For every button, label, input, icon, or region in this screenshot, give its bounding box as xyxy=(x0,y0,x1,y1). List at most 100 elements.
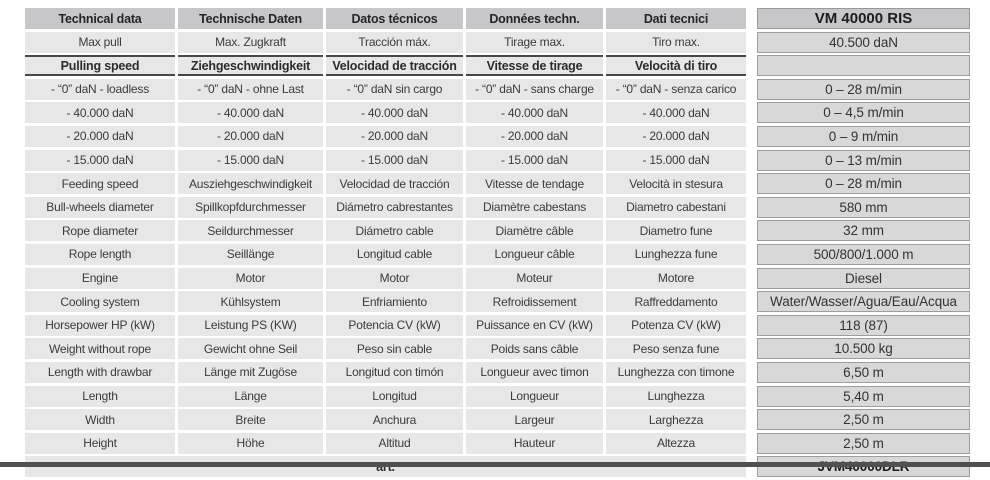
label-fr: Diamètre câble xyxy=(466,220,603,242)
value-cell: 32 mm xyxy=(757,220,970,242)
label-fr: Largeur xyxy=(466,409,603,431)
label-de: Seildurchmesser xyxy=(178,220,323,242)
table-row: Feeding speed Ausziehgeschwindigkeit Vel… xyxy=(25,173,970,195)
table-row: Horsepower HP (kW) Leistung PS (KW) Pote… xyxy=(25,314,970,336)
label-de: Seillänge xyxy=(178,243,323,265)
label-es: Longitud con timón xyxy=(326,361,463,383)
label-es: Longitud xyxy=(326,385,463,407)
label-it: Altezza xyxy=(606,432,746,454)
value-cell: 2,50 m xyxy=(757,432,970,454)
label-en: Cooling system xyxy=(25,291,175,313)
label-de: Ausziehgeschwindigkeit xyxy=(178,173,323,195)
label-en: Weight without rope xyxy=(25,338,175,360)
label-en: Bull-wheels diameter xyxy=(25,196,175,218)
table-row: Width Breite Anchura Largeur Larghezza 2… xyxy=(25,409,970,431)
label-en: Length xyxy=(25,385,175,407)
label-fr: - 20.000 daN xyxy=(466,125,603,147)
label-fr: Longueur avec timon xyxy=(466,361,603,383)
label-it: Raffreddamento xyxy=(606,291,746,313)
label-fr: - 15.000 daN xyxy=(466,149,603,171)
table-row: Length Länge Longitud Longueur Lunghezza… xyxy=(25,385,970,407)
label-es: - 40.000 daN xyxy=(326,102,463,124)
label-fr: Hauteur xyxy=(466,432,603,454)
label-en: Rope length xyxy=(25,243,175,265)
label-en: - “0” daN - loadless xyxy=(25,78,175,100)
table-body: Max pull Max. Zugkraft Tracción máx. Tir… xyxy=(25,31,970,454)
label-de: - 20.000 daN xyxy=(178,125,323,147)
spec-table: Technical data Technische Daten Datos té… xyxy=(25,8,970,480)
table-row: Bull-wheels diameter Spillkopfdurchmesse… xyxy=(25,196,970,218)
label-de: Leistung PS (KW) xyxy=(178,314,323,336)
table-row: - “0” daN - loadless - “0” daN - ohne La… xyxy=(25,78,970,100)
label-it: Velocità di tiro xyxy=(606,55,746,77)
value-cell: 0 – 28 m/min xyxy=(757,78,970,100)
label-fr: - 40.000 daN xyxy=(466,102,603,124)
label-es: - 20.000 daN xyxy=(326,125,463,147)
value-cell: Diesel xyxy=(757,267,970,289)
label-it: Lunghezza con timone xyxy=(606,361,746,383)
label-de: Kühlsystem xyxy=(178,291,323,313)
label-fr: - “0” daN - sans charge xyxy=(466,78,603,100)
value-cell: 2,50 m xyxy=(757,409,970,431)
table-row: Height Höhe Altitud Hauteur Altezza 2,50… xyxy=(25,432,970,454)
value-cell: 580 mm xyxy=(757,196,970,218)
column-header-es: Datos técnicos xyxy=(326,8,463,29)
label-fr: Tirage max. xyxy=(466,31,603,53)
label-fr: Moteur xyxy=(466,267,603,289)
label-fr: Refroidissement xyxy=(466,291,603,313)
label-fr: Longueur câble xyxy=(466,243,603,265)
label-es: Motor xyxy=(326,267,463,289)
label-es: Peso sin cable xyxy=(326,338,463,360)
label-it: Lunghezza xyxy=(606,385,746,407)
table-row: Rope length Seillänge Longitud cable Lon… xyxy=(25,243,970,265)
table-row: - 40.000 daN - 40.000 daN - 40.000 daN -… xyxy=(25,102,970,124)
table-row: Pulling speed Ziehgeschwindigkeit Veloci… xyxy=(25,55,970,77)
label-en: Rope diameter xyxy=(25,220,175,242)
label-de: Max. Zugkraft xyxy=(178,31,323,53)
label-fr: Vitesse de tirage xyxy=(466,55,603,77)
label-it: Larghezza xyxy=(606,409,746,431)
label-de: Spillkopfdurchmesser xyxy=(178,196,323,218)
label-es: Enfriamiento xyxy=(326,291,463,313)
model-header: VM 40000 RIS xyxy=(757,8,970,29)
label-es: Longitud cable xyxy=(326,243,463,265)
table-row: Engine Motor Motor Moteur Motore Diesel xyxy=(25,267,970,289)
table-row: - 15.000 daN - 15.000 daN - 15.000 daN -… xyxy=(25,149,970,171)
label-es: Altitud xyxy=(326,432,463,454)
value-cell: 0 – 4,5 m/min xyxy=(757,102,970,124)
table-row: Rope diameter Seildurchmesser Diámetro c… xyxy=(25,220,970,242)
label-fr: Puissance en CV (kW) xyxy=(466,314,603,336)
label-de: - “0” daN - ohne Last xyxy=(178,78,323,100)
label-en: - 20.000 daN xyxy=(25,125,175,147)
column-header-de: Technische Daten xyxy=(178,8,323,29)
value-cell: 500/800/1.000 m xyxy=(757,243,970,265)
label-fr: Diamètre cabestans xyxy=(466,196,603,218)
column-header-it: Dati tecnici xyxy=(606,8,746,29)
label-it: Peso senza fune xyxy=(606,338,746,360)
label-de: Ziehgeschwindigkeit xyxy=(178,55,323,77)
label-de: - 15.000 daN xyxy=(178,149,323,171)
label-de: Breite xyxy=(178,409,323,431)
label-fr: Longueur xyxy=(466,385,603,407)
label-it: Lunghezza fune xyxy=(606,243,746,265)
value-cell: 0 – 13 m/min xyxy=(757,149,970,171)
value-cell: 10.500 kg xyxy=(757,338,970,360)
label-de: Länge mit Zugöse xyxy=(178,361,323,383)
label-it: Diametro fune xyxy=(606,220,746,242)
label-it: Tiro max. xyxy=(606,31,746,53)
value-cell: 0 – 9 m/min xyxy=(757,125,970,147)
label-en: Pulling speed xyxy=(25,55,175,77)
value-cell: Water/Wasser/Agua/Eau/Acqua xyxy=(757,291,970,313)
label-it: - 15.000 daN xyxy=(606,149,746,171)
label-en: - 15.000 daN xyxy=(25,149,175,171)
label-en: Engine xyxy=(25,267,175,289)
label-it: - “0” daN - senza carico xyxy=(606,78,746,100)
value-cell: 5,40 m xyxy=(757,385,970,407)
value-cell xyxy=(757,55,970,77)
label-en: Width xyxy=(25,409,175,431)
label-es: - 15.000 daN xyxy=(326,149,463,171)
value-cell: 0 – 28 m/min xyxy=(757,173,970,195)
label-fr: Vitesse de tendage xyxy=(466,173,603,195)
table-row: Length with drawbar Länge mit Zugöse Lon… xyxy=(25,361,970,383)
label-de: Gewicht ohne Seil xyxy=(178,338,323,360)
